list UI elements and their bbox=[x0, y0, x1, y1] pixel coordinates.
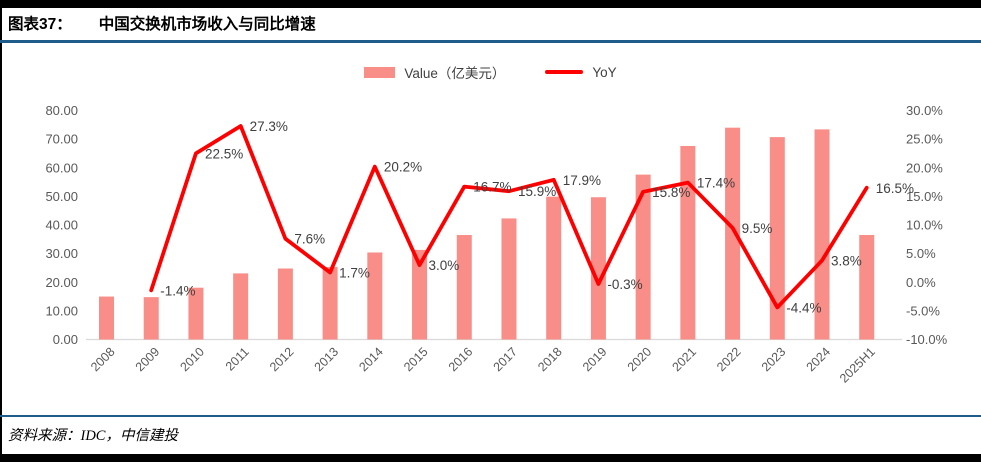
bottom-black-bar bbox=[0, 454, 981, 462]
right-axis-tick: -10.0% bbox=[906, 332, 948, 347]
yoy-label-2018: 17.9% bbox=[563, 173, 601, 188]
bar-2019 bbox=[590, 197, 606, 340]
right-axis-tick: 5.0% bbox=[906, 246, 936, 261]
yoy-line bbox=[149, 124, 869, 310]
x-axis-label-2011: 2011 bbox=[223, 345, 252, 374]
bar-2017 bbox=[501, 218, 517, 340]
right-axis-tick: 20.0% bbox=[906, 160, 943, 175]
yoy-label-2012: 7.6% bbox=[294, 232, 325, 247]
legend-label-yoy: YoY bbox=[592, 64, 617, 80]
legend-item-yoy: YoY bbox=[545, 64, 617, 80]
x-axis-label-2017: 2017 bbox=[491, 345, 521, 375]
bar-2009 bbox=[143, 297, 159, 340]
left-axis-tick: 0.00 bbox=[53, 332, 78, 347]
yoy-label-2019: -0.3% bbox=[607, 277, 642, 292]
bar-2012 bbox=[277, 268, 293, 340]
bar-2018 bbox=[546, 196, 562, 340]
yoy-label-2024: 3.8% bbox=[831, 253, 862, 268]
bar-2024 bbox=[814, 129, 830, 340]
x-axis-label-2014: 2014 bbox=[356, 345, 386, 375]
source-note: 资料来源：IDC，中信建投 bbox=[8, 428, 178, 444]
bar-2008 bbox=[99, 296, 114, 340]
chart-header: 图表37： 中国交换机市场收入与同比增速 bbox=[8, 12, 316, 34]
bar-2016 bbox=[456, 235, 472, 340]
x-axis-label-2010: 2010 bbox=[177, 345, 207, 375]
bar-2011 bbox=[233, 273, 249, 340]
right-axis-tick: -5.0% bbox=[906, 303, 940, 318]
left-axis-tick: 20.00 bbox=[45, 275, 78, 290]
yoy-label-2021: 17.4% bbox=[697, 176, 735, 191]
left-axis-tick: 80.00 bbox=[45, 103, 78, 118]
left-axis-tick: 60.00 bbox=[45, 160, 78, 175]
yoy-label-2023: -4.4% bbox=[786, 300, 821, 315]
yoy-label-2011: 27.3% bbox=[250, 119, 288, 134]
x-axis-label-2015: 2015 bbox=[401, 345, 431, 375]
left-axis-tick: 30.00 bbox=[45, 246, 78, 261]
yoy-label-2022: 9.5% bbox=[742, 221, 773, 236]
header-divider bbox=[0, 40, 981, 43]
right-axis-tick: 10.0% bbox=[906, 218, 943, 233]
yoy-label-2020: 15.8% bbox=[652, 185, 690, 200]
x-axis-label-2022: 2022 bbox=[714, 345, 744, 375]
bar-2014 bbox=[367, 252, 383, 340]
yoy-label-2013: 1.7% bbox=[339, 266, 370, 281]
bar-2020 bbox=[635, 174, 651, 340]
right-axis-tick: 25.0% bbox=[906, 132, 943, 147]
line-swatch-icon bbox=[545, 69, 584, 75]
bar-2015 bbox=[412, 249, 428, 340]
yoy-label-2025H1: 16.5% bbox=[876, 181, 914, 196]
left-axis-tick: 10.00 bbox=[45, 303, 78, 318]
legend-item-value: Value（亿美元） bbox=[364, 62, 505, 82]
yoy-label-2014: 20.2% bbox=[384, 160, 422, 175]
x-axis-label-2018: 2018 bbox=[535, 345, 565, 375]
legend-label-value: Value（亿美元） bbox=[404, 66, 506, 81]
yoy-label-2010: 22.5% bbox=[205, 146, 243, 161]
x-axis-label-2012: 2012 bbox=[267, 345, 297, 375]
x-axis-label-2023: 2023 bbox=[759, 345, 789, 375]
bar-2023 bbox=[769, 137, 785, 340]
left-axis-tick: 50.00 bbox=[45, 189, 78, 204]
right-axis-tick: 15.0% bbox=[906, 189, 943, 204]
x-axis-label-2024: 2024 bbox=[804, 345, 834, 375]
x-axis-label-2013: 2013 bbox=[312, 345, 342, 375]
footer-divider bbox=[0, 415, 981, 417]
chart-legend: Value（亿美元） YoY bbox=[0, 62, 981, 82]
bar-2025H1 bbox=[859, 235, 875, 340]
page-title: 中国交换机市场收入与同比增速 bbox=[98, 16, 316, 33]
bar-2021 bbox=[680, 145, 696, 340]
bar-2013 bbox=[322, 267, 338, 340]
yoy-label-2015: 3.0% bbox=[429, 258, 460, 273]
yoy-label-2009: -1.4% bbox=[160, 283, 195, 298]
x-axis-label-2008: 2008 bbox=[88, 345, 118, 375]
right-axis-tick: 30.0% bbox=[906, 103, 943, 118]
right-axis-tick: 0.0% bbox=[906, 275, 936, 290]
left-black-edge bbox=[0, 0, 2, 462]
top-black-bar bbox=[0, 0, 981, 8]
yoy-label-2017: 15.9% bbox=[518, 184, 556, 199]
x-axis-label-2021: 2021 bbox=[669, 345, 699, 375]
x-axis-label-2020: 2020 bbox=[625, 345, 655, 375]
bar-swatch-icon bbox=[364, 66, 396, 78]
left-axis-tick: 70.00 bbox=[45, 132, 78, 147]
x-axis-label-2009: 2009 bbox=[133, 345, 163, 375]
bar-2022 bbox=[725, 127, 741, 340]
x-axis-label-2025H1: 2025H1 bbox=[837, 345, 878, 386]
x-axis-label-2016: 2016 bbox=[446, 345, 476, 375]
left-axis-tick: 40.00 bbox=[45, 218, 78, 233]
chart-number-label: 图表37： bbox=[8, 16, 72, 33]
yoy-label-2016: 16.7% bbox=[473, 180, 511, 195]
bar-2010 bbox=[188, 287, 204, 340]
x-axis-label-2019: 2019 bbox=[580, 345, 610, 375]
